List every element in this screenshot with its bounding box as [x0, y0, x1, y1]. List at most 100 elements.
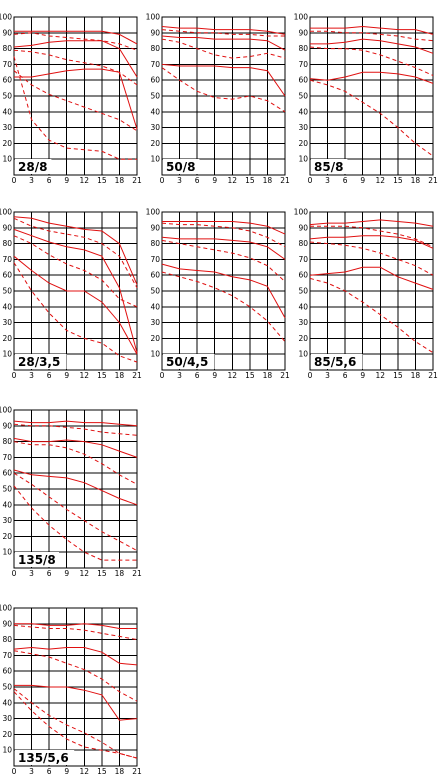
- y-tick-label: 80: [298, 44, 308, 53]
- series-line-4: [161, 38, 286, 59]
- series-line-3: [161, 35, 286, 51]
- y-tick-label: 90: [298, 28, 308, 37]
- x-tick-label: 0: [308, 371, 313, 380]
- y-tick-label: 20: [150, 139, 160, 148]
- y-tick-label: 30: [2, 123, 12, 132]
- x-tick-label: 6: [343, 371, 348, 380]
- y-tick-label: 10: [2, 746, 12, 755]
- series-line-5: [161, 263, 286, 319]
- y-tick-label: 60: [2, 271, 12, 280]
- x-tick-label: 0: [308, 176, 313, 185]
- series-line-3: [309, 235, 434, 249]
- x-tick-label: 6: [195, 176, 200, 185]
- y-tick-label: 80: [150, 44, 160, 53]
- y-tick-label: 80: [2, 437, 12, 446]
- series-line-6: [161, 271, 286, 342]
- series-line-1: [13, 216, 138, 285]
- series-line-1: [161, 26, 286, 35]
- y-tick-label: 30: [2, 516, 12, 525]
- chart-title-background: [311, 159, 348, 174]
- chart-title: 28/3,5: [18, 355, 60, 369]
- x-tick-label: 12: [228, 176, 238, 185]
- y-tick-label: 60: [2, 667, 12, 676]
- x-tick-label: 12: [80, 569, 90, 578]
- x-tick-label: 15: [393, 176, 403, 185]
- x-tick-label: 18: [115, 569, 125, 578]
- plot-frame: [13, 211, 138, 371]
- chart-panel: 0 3 6 9 12 15 18 21 10 20 30 40 50 60 70 80 90 100 135/8: [0, 406, 142, 579]
- chart-panel: 0 3 6 9 12 15 18 21 10 20 30 40 50 60 70 80 90 100 135/5,6: [0, 604, 142, 777]
- y-tick-label: 50: [2, 485, 12, 494]
- chart-title: 135/5,6: [18, 751, 69, 765]
- y-tick-label: 60: [150, 76, 160, 85]
- chart-title-background: [15, 552, 59, 567]
- y-tick-label: 50: [2, 92, 12, 101]
- x-tick-label: 0: [12, 767, 17, 776]
- x-tick-label: 9: [212, 371, 217, 380]
- series-line-4: [309, 241, 434, 276]
- x-tick-label: 6: [195, 371, 200, 380]
- series-line-4: [309, 46, 434, 76]
- y-tick-label: 60: [298, 271, 308, 280]
- y-tick-label: 10: [2, 548, 12, 557]
- series-line-1: [309, 219, 434, 227]
- y-tick-label: 70: [298, 255, 308, 264]
- y-tick-label: 90: [2, 28, 12, 37]
- y-tick-label: 90: [2, 223, 12, 232]
- y-tick-label: 60: [150, 271, 160, 280]
- x-tick-label: 15: [97, 371, 107, 380]
- y-tick-label: 80: [298, 239, 308, 248]
- plot-frame: [161, 211, 286, 371]
- chart-title-background: [15, 750, 75, 765]
- x-tick-label: 18: [411, 371, 421, 380]
- series-line-6: [13, 262, 138, 363]
- series-line-2: [13, 32, 138, 51]
- x-tick-label: 3: [29, 371, 34, 380]
- y-tick-label: 40: [2, 698, 12, 707]
- x-tick-label: 6: [47, 767, 52, 776]
- y-tick-label: 10: [2, 155, 12, 164]
- y-tick-label: 80: [2, 239, 12, 248]
- x-tick-label: 9: [360, 371, 365, 380]
- chart-title: 50/4,5: [166, 355, 208, 369]
- series-line-3: [13, 437, 138, 458]
- x-tick-label: 15: [97, 569, 107, 578]
- chart-panel: 0 3 6 9 12 15 18 21 10 20 30 40 50 60 70 80 90 100 85/8: [294, 13, 438, 186]
- y-tick-label: 40: [298, 107, 308, 116]
- y-tick-label: 20: [298, 139, 308, 148]
- x-tick-label: 3: [325, 371, 330, 380]
- series-line-3: [161, 236, 286, 260]
- x-tick-label: 18: [263, 176, 273, 185]
- x-tick-label: 15: [97, 767, 107, 776]
- series-line-6: [161, 67, 286, 113]
- x-tick-label: 18: [115, 767, 125, 776]
- y-tick-label: 50: [150, 287, 160, 296]
- x-tick-label: 12: [376, 176, 386, 185]
- y-tick-label: 20: [2, 139, 12, 148]
- series-line-1: [162, 221, 286, 235]
- plot-frame: [309, 16, 434, 176]
- y-tick-label: 90: [2, 421, 12, 430]
- x-tick-label: 3: [177, 371, 182, 380]
- plot-frame: [13, 607, 138, 767]
- x-tick-label: 12: [80, 176, 90, 185]
- y-tick-label: 70: [298, 60, 308, 69]
- x-tick-label: 9: [212, 176, 217, 185]
- x-tick-label: 6: [343, 176, 348, 185]
- y-tick-label: 40: [298, 302, 308, 311]
- series-line-6: [309, 277, 434, 354]
- y-tick-label: 80: [2, 44, 12, 53]
- chart-title: 28/8: [18, 160, 47, 174]
- x-tick-label: 3: [29, 767, 34, 776]
- x-tick-label: 21: [132, 371, 142, 380]
- series-line-3: [13, 228, 138, 353]
- x-tick-label: 21: [280, 371, 290, 380]
- series-line-1: [310, 25, 434, 35]
- x-tick-label: 9: [64, 569, 69, 578]
- x-tick-label: 3: [325, 176, 330, 185]
- y-tick-label: 30: [298, 123, 308, 132]
- x-tick-label: 21: [280, 176, 290, 185]
- series-line-5: [14, 68, 138, 130]
- chart-panel: 0 3 6 9 12 15 18 21 10 20 30 40 50 60 70 80 90 100 50/8: [146, 13, 290, 186]
